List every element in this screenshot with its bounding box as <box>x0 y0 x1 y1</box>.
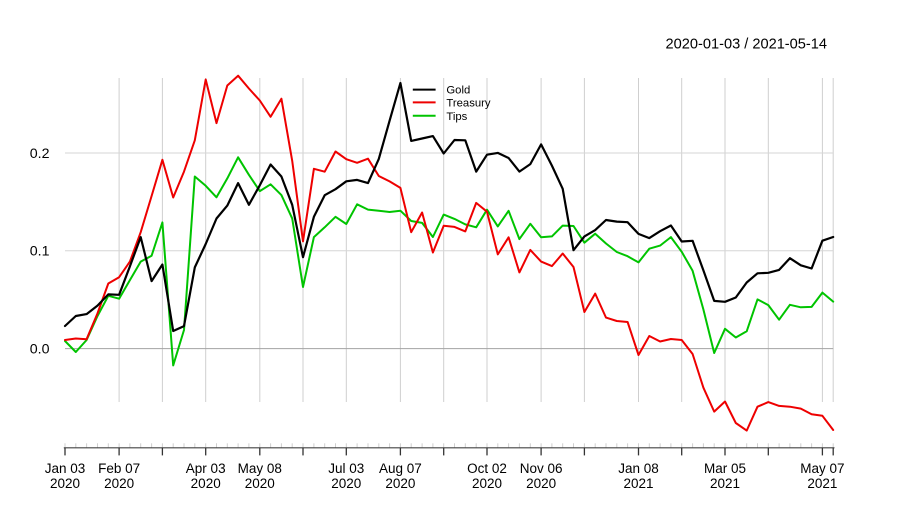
svg-text:2020-01-03 / 2021-05-14: 2020-01-03 / 2021-05-14 <box>666 37 827 53</box>
svg-text:2021: 2021 <box>807 476 837 491</box>
svg-text:Nov 06: Nov 06 <box>520 461 563 476</box>
svg-text:May 08: May 08 <box>238 461 282 476</box>
svg-text:Apr 03: Apr 03 <box>186 461 226 476</box>
svg-text:0.0: 0.0 <box>30 341 50 357</box>
svg-text:2020: 2020 <box>245 476 275 491</box>
svg-text:2020: 2020 <box>50 476 80 491</box>
svg-text:Aug 07: Aug 07 <box>379 461 422 476</box>
svg-text:2020: 2020 <box>104 476 134 491</box>
svg-text:2020: 2020 <box>472 476 502 491</box>
svg-text:Jan 08: Jan 08 <box>618 461 659 476</box>
svg-text:Jul 03: Jul 03 <box>328 461 364 476</box>
svg-text:Mar 05: Mar 05 <box>704 461 746 476</box>
svg-text:Tips: Tips <box>446 111 467 123</box>
svg-text:2021: 2021 <box>623 476 653 491</box>
svg-text:0.1: 0.1 <box>30 244 50 260</box>
svg-text:Feb 07: Feb 07 <box>98 461 140 476</box>
svg-text:Treasury: Treasury <box>446 98 491 110</box>
svg-text:2020: 2020 <box>526 476 556 491</box>
svg-text:Gold: Gold <box>446 84 470 96</box>
svg-text:2020: 2020 <box>331 476 361 491</box>
svg-text:May 07: May 07 <box>800 461 844 476</box>
svg-text:2020: 2020 <box>385 476 415 491</box>
svg-text:Oct 02: Oct 02 <box>467 461 507 476</box>
svg-text:2021: 2021 <box>710 476 740 491</box>
svg-text:0.2: 0.2 <box>30 146 50 162</box>
svg-text:2020: 2020 <box>191 476 221 491</box>
svg-text:Jan 03: Jan 03 <box>45 461 86 476</box>
